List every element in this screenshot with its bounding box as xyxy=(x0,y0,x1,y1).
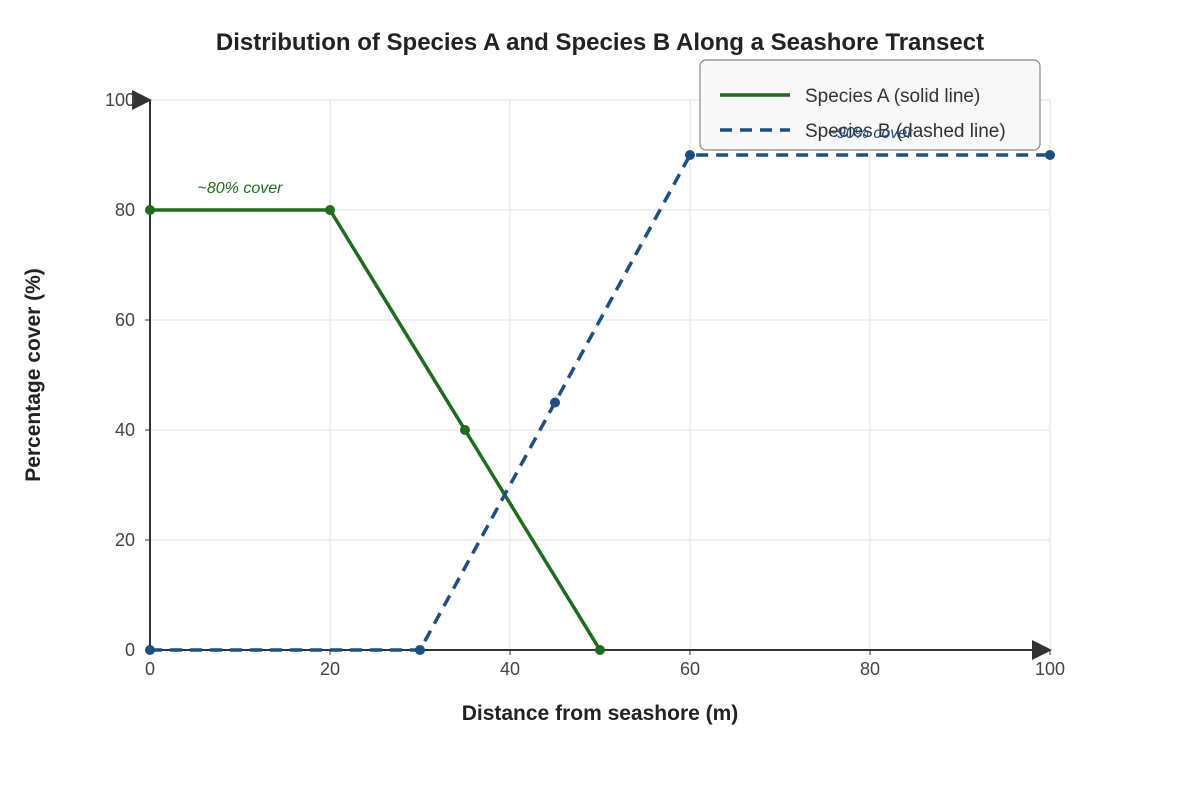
data-point-species-b xyxy=(550,397,560,408)
legend: Species A (solid line) Species B (dashed … xyxy=(699,59,1041,151)
x-tick-label: 40 xyxy=(500,659,520,679)
annotations-layer: ~80% cover ~90% cover xyxy=(198,125,914,197)
x-tick-label: 80 xyxy=(860,659,880,679)
x-tick-label: 100 xyxy=(1035,659,1065,679)
y-tick-label: 0 xyxy=(125,640,135,660)
x-tick-label: 60 xyxy=(680,659,700,679)
annotation-label: ~90% cover xyxy=(828,125,914,142)
x-axis-arrow xyxy=(1032,640,1052,660)
y-axis-label: Percentage cover (%) xyxy=(22,268,45,482)
x-tick-label: 0 xyxy=(145,659,155,679)
y-axis-arrow xyxy=(132,90,152,110)
data-point-species-b xyxy=(1045,150,1055,160)
data-point-species-b xyxy=(145,645,155,655)
data-point-species-b xyxy=(685,150,695,160)
chart-title: Distribution of Species A and Species B … xyxy=(216,29,984,56)
y-tick-label: 60 xyxy=(115,310,135,330)
legend-label: Species B (dashed line) xyxy=(805,121,1006,142)
data-point-species-a xyxy=(460,425,470,435)
legend-label: Species A (solid line) xyxy=(805,86,980,107)
axes-layer xyxy=(132,90,1052,660)
y-tick-label: 20 xyxy=(115,530,135,550)
y-tick-label: 100 xyxy=(105,90,135,110)
annotation-label: ~80% cover xyxy=(198,180,284,197)
series-line-species-b xyxy=(150,153,1050,652)
x-tick-label: 20 xyxy=(320,659,340,679)
y-tick-label: 80 xyxy=(115,200,135,220)
grid-layer xyxy=(150,99,1051,650)
series-layer xyxy=(145,150,1055,655)
data-point-species-a xyxy=(145,205,155,215)
legend-box xyxy=(699,59,1041,151)
y-tick-label: 40 xyxy=(115,420,135,440)
x-axis-label: Distance from seashore (m) xyxy=(462,702,739,725)
ticks-layer: 0 20 40 60 80 100 0 20 40 60 80 100 xyxy=(105,90,1065,679)
data-point-species-a xyxy=(595,645,605,655)
series-line-species-a xyxy=(150,208,602,651)
data-point-species-a xyxy=(325,205,335,215)
data-point-species-b xyxy=(415,645,425,655)
